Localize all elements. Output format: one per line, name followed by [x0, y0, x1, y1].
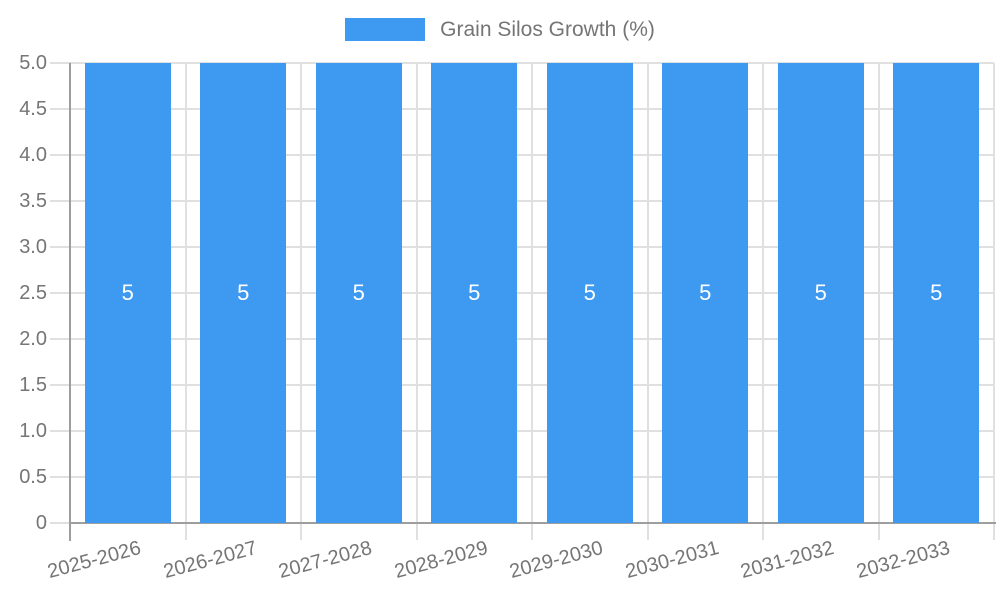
y-tick-label: 1.5	[19, 374, 47, 396]
bar-value-label: 5	[930, 280, 943, 305]
y-tick-mark	[50, 338, 70, 340]
x-axis-line	[69, 522, 996, 524]
bar-value-label: 5	[468, 280, 481, 305]
y-tick-mark	[50, 246, 70, 248]
gridline-vertical	[646, 63, 649, 523]
y-tick-mark	[50, 384, 70, 386]
x-tick-mark	[993, 523, 995, 540]
legend-label: Grain Silos Growth (%)	[440, 18, 655, 41]
y-tick-label: 5.0	[19, 52, 47, 74]
y-tick-label: 0.5	[19, 466, 47, 488]
gridline-vertical	[877, 63, 880, 523]
bar-2032-2033[interactable]: 5	[893, 63, 980, 523]
x-tick-mark	[646, 523, 649, 540]
y-tick-label: 4.0	[19, 144, 47, 166]
bar-value-label: 5	[814, 280, 827, 305]
x-tick-mark	[531, 523, 533, 540]
legend[interactable]: Grain Silos Growth (%)	[0, 17, 1000, 42]
y-tick-label: 0	[35, 512, 47, 534]
y-tick-mark	[50, 108, 70, 110]
gridline-vertical	[300, 63, 302, 523]
y-tick-mark	[50, 200, 70, 202]
gridline-vertical	[531, 63, 533, 523]
bar-value-label: 5	[352, 280, 365, 305]
bar-2031-2032[interactable]: 5	[777, 63, 864, 523]
bar-value-label: 5	[237, 280, 250, 305]
y-tick-label: 1.0	[19, 420, 47, 442]
y-tick-label: 3.5	[19, 190, 47, 212]
y-tick-label: 2.5	[19, 282, 47, 304]
y-tick-label: 3.0	[19, 236, 47, 258]
bar-value-label: 5	[699, 280, 712, 305]
x-label-anchor: 2032-2033	[726, 537, 952, 583]
gridline-vertical	[415, 63, 418, 523]
gridline-vertical	[993, 63, 995, 523]
bar-2030-2031[interactable]: 5	[662, 63, 749, 523]
y-tick-mark	[50, 430, 70, 432]
x-tick-mark	[762, 523, 764, 540]
bar-value-label: 5	[583, 280, 596, 305]
y-tick-mark	[50, 292, 70, 294]
bar-2026-2027[interactable]: 5	[200, 63, 287, 523]
y-tick-mark	[50, 522, 70, 524]
x-tick-mark	[184, 523, 187, 540]
y-tick-mark	[50, 154, 70, 156]
legend-swatch	[345, 18, 426, 42]
bar-2025-2026[interactable]: 5	[84, 63, 171, 523]
y-tick-mark	[50, 62, 70, 64]
x-tick-mark	[877, 523, 880, 540]
bar-2029-2030[interactable]: 5	[546, 63, 633, 523]
y-tick-label: 4.5	[19, 98, 47, 120]
x-tick-mark	[415, 523, 418, 540]
x-tick-mark	[300, 523, 302, 540]
gridline-vertical	[762, 63, 764, 523]
gridline-vertical	[184, 63, 187, 523]
y-axis-line	[69, 63, 71, 541]
bar-2028-2029[interactable]: 5	[431, 63, 518, 523]
y-tick-label: 2.0	[19, 328, 47, 350]
bar-2027-2028[interactable]: 5	[315, 63, 402, 523]
bar-value-label: 5	[121, 280, 134, 305]
x-tick-label: 2032-2033	[853, 537, 952, 584]
y-tick-mark	[50, 476, 70, 478]
